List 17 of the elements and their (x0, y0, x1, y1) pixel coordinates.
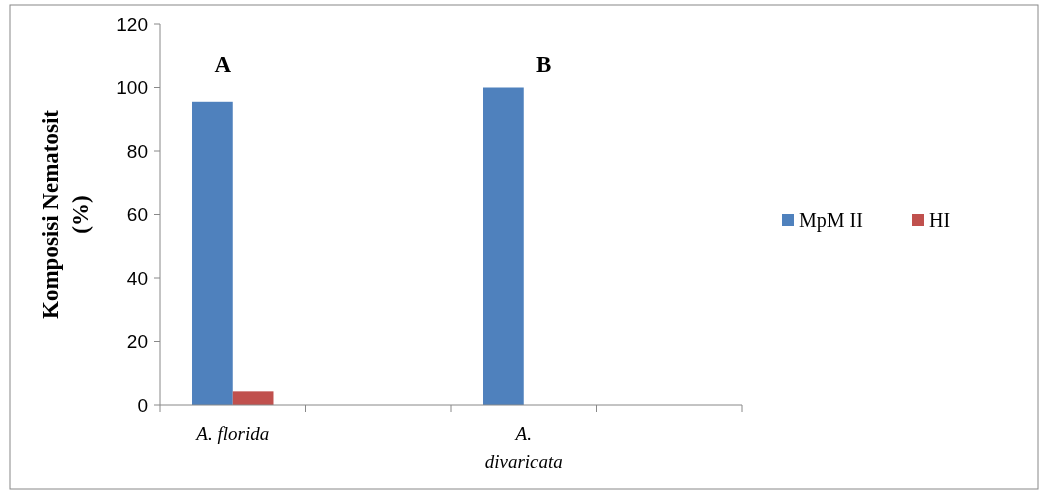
annotation: B (536, 52, 552, 78)
legend-label: HI (929, 209, 951, 231)
y-tick-label: 0 (137, 394, 148, 416)
x-tick-label: A. divaricata (484, 423, 563, 472)
y-tick-label: 60 (126, 204, 148, 226)
annotation: A (214, 52, 232, 78)
bar (483, 87, 524, 405)
y-tick-label: 40 (126, 267, 148, 289)
y-tick-label: 120 (116, 13, 148, 35)
legend-label: MpM II (799, 209, 863, 232)
y-tick-label: 80 (126, 140, 148, 162)
y-tick-label: 20 (126, 331, 148, 353)
bar (192, 101, 233, 405)
y-tick-label: 100 (116, 77, 148, 99)
y-axis-title: Komposisi Nematosit (%) (38, 109, 93, 319)
x-tick-label: A. florida (194, 423, 270, 444)
bar (232, 391, 274, 405)
